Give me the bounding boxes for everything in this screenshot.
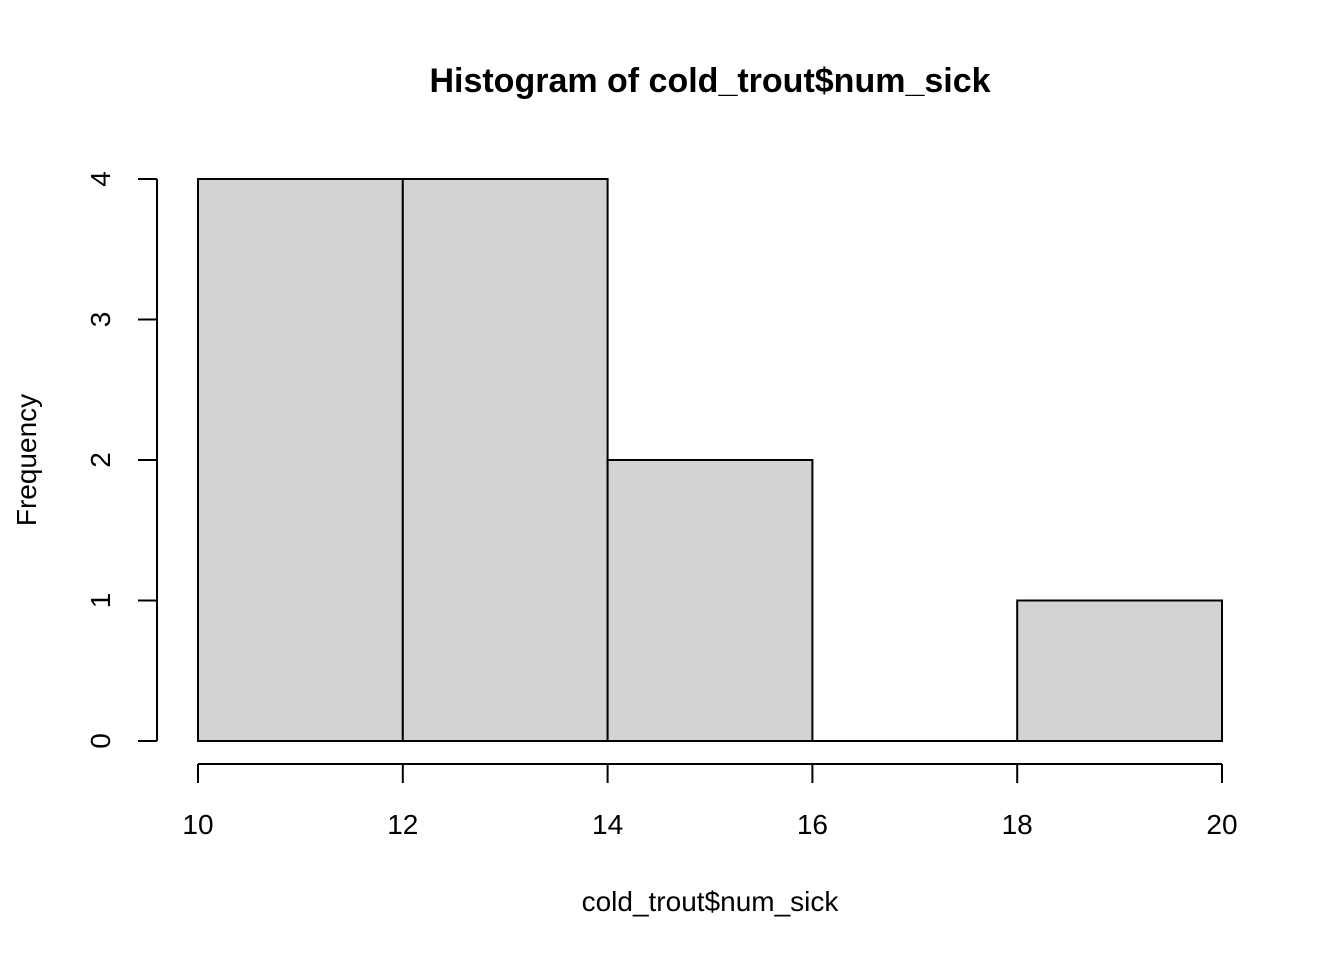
x-axis: 10 12 14 16 18 20 xyxy=(182,763,1238,840)
x-tick-label: 20 xyxy=(1206,809,1237,840)
y-tick-label: 0 xyxy=(85,733,116,749)
x-tick-label: 12 xyxy=(387,809,418,840)
y-tick-label: 3 xyxy=(85,312,116,328)
x-axis-label: cold_trout$num_sick xyxy=(582,886,840,917)
y-tick-label: 1 xyxy=(85,593,116,609)
x-tick-label: 14 xyxy=(592,809,623,840)
histogram-bar-2 xyxy=(606,459,814,742)
histogram-bar-4 xyxy=(1016,599,1224,742)
x-tick-label: 10 xyxy=(182,809,213,840)
chart-title: Histogram of cold_trout$num_sick xyxy=(429,62,990,100)
y-axis: 0 1 2 3 4 xyxy=(85,171,158,749)
y-tick-label: 2 xyxy=(85,452,116,468)
bars-group xyxy=(197,178,1224,742)
histogram-bar-1 xyxy=(401,178,609,742)
y-axis-label: Frequency xyxy=(11,394,42,526)
histogram-bar-0 xyxy=(197,178,404,742)
x-tick-label: 16 xyxy=(797,809,828,840)
y-tick-label: 4 xyxy=(85,171,116,187)
x-tick-label: 18 xyxy=(1002,809,1033,840)
